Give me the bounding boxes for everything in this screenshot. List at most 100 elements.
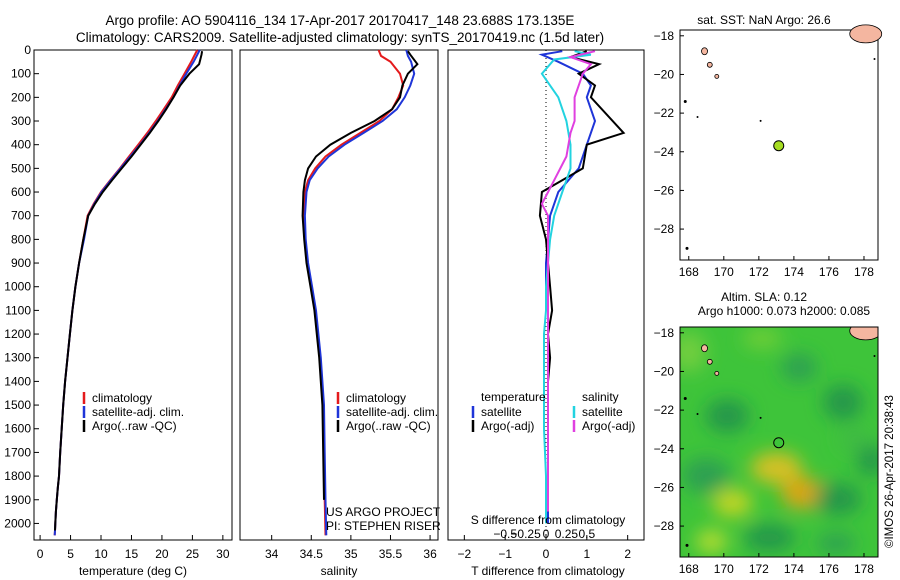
lon-tick-label: 178 bbox=[854, 562, 874, 576]
lat-tick-label: −24 bbox=[654, 145, 675, 159]
lat-tick-label: −26 bbox=[654, 480, 675, 494]
depth-tick-label: 600 bbox=[11, 185, 31, 199]
sla-map-subtitle: Argo h1000: 0.073 h2000: 0.085 bbox=[698, 304, 870, 318]
legend-s-satellite: satellite bbox=[582, 405, 623, 419]
lon-tick-label: 168 bbox=[679, 265, 699, 279]
x-tick-label: 35 bbox=[344, 547, 358, 561]
legend-satellite: satellite-adj. clim. bbox=[92, 405, 184, 419]
sla-anomaly-blob bbox=[750, 452, 803, 485]
salinity-frame bbox=[239, 49, 439, 541]
depth-tick-label: 0 bbox=[24, 43, 31, 57]
x-tick-label: 25 bbox=[186, 547, 200, 561]
series-line-climatology bbox=[53, 49, 199, 536]
lon-tick-label: 170 bbox=[714, 562, 734, 576]
temperature-frame bbox=[33, 49, 233, 541]
island bbox=[706, 61, 713, 68]
island bbox=[701, 344, 708, 353]
sla-heatmap bbox=[680, 327, 878, 557]
depth-tick-label: 300 bbox=[11, 114, 31, 128]
depth-tick-label: 1300 bbox=[4, 351, 31, 365]
islet bbox=[685, 543, 689, 547]
islet bbox=[759, 119, 762, 122]
salinity-ticks: 34 34.5 35 35.5 36 bbox=[265, 535, 437, 561]
sla-anomaly-blob bbox=[813, 483, 862, 516]
x-tick-label: 2 bbox=[624, 547, 631, 561]
difference-lines bbox=[538, 50, 626, 524]
x-tick-label: 34.5 bbox=[300, 547, 324, 561]
island bbox=[714, 370, 720, 376]
x-tick-label: −1 bbox=[498, 547, 512, 561]
series-line-satellite-adj-clim bbox=[53, 49, 201, 536]
sst-map-title: sat. SST: NaN Argo: 26.6 bbox=[697, 13, 831, 27]
x-tick-label: 20 bbox=[155, 547, 169, 561]
sla-map-ticks: 168 170 172 174 176 178 −18 −20 −22 −24 −26 −28 bbox=[654, 326, 875, 576]
sst-map-land bbox=[683, 24, 883, 250]
sla-anomaly-blob bbox=[781, 353, 818, 382]
x-tick-label: −2 bbox=[457, 547, 471, 561]
credit-project: US ARGO PROJECT bbox=[326, 505, 441, 519]
islet bbox=[696, 115, 699, 118]
legend-t-satellite: satellite bbox=[481, 405, 522, 419]
series-line-salinity-satellite bbox=[540, 50, 592, 524]
x-tick-label: 35.5 bbox=[379, 547, 403, 561]
islet bbox=[873, 354, 876, 357]
legend-climatology: climatology bbox=[92, 391, 152, 405]
depth-tick-label: 1000 bbox=[4, 280, 31, 294]
lat-tick-label: −18 bbox=[654, 326, 675, 340]
s-tick-label: −0.25 bbox=[510, 527, 541, 541]
sla-anomaly-blob bbox=[839, 427, 872, 452]
lon-tick-label: 176 bbox=[819, 562, 839, 576]
sla-anomaly-blob bbox=[743, 523, 796, 552]
depth-tick-label: 700 bbox=[11, 209, 31, 223]
sst-argo-location-marker bbox=[773, 140, 785, 152]
lon-tick-label: 176 bbox=[819, 265, 839, 279]
header-line-1: Argo profile: AO 5904116_134 17-Apr-2017… bbox=[106, 13, 575, 28]
sla-map-title: Altim. SLA: 0.12 bbox=[721, 290, 807, 304]
series-line-satellite-adj-clim bbox=[303, 49, 416, 536]
series-line-climatology bbox=[303, 49, 405, 536]
depth-tick-label: 2000 bbox=[4, 516, 31, 530]
depth-tick-label: 1100 bbox=[5, 303, 31, 317]
difference-panel: −2 −1 0 1 2 −0.5−0.25 0 0.25 0.5 S difference fr… bbox=[447, 49, 645, 578]
sla-anomaly-blob bbox=[742, 328, 783, 349]
x-tick-label: 1 bbox=[583, 547, 590, 561]
t-difference-label: T difference from climatology bbox=[471, 564, 625, 578]
island bbox=[706, 358, 713, 365]
legend-temperature-title: temperature bbox=[481, 390, 546, 404]
sla-argo-location-marker bbox=[773, 437, 785, 449]
sla-anomaly-blob bbox=[695, 529, 728, 554]
salinity-legend: climatology satellite-adj. clim. Argo(..… bbox=[336, 391, 438, 433]
islet bbox=[683, 397, 687, 401]
sla-anomaly-blob bbox=[815, 533, 856, 554]
island-fiji bbox=[849, 327, 878, 341]
sla-anomaly-blob bbox=[682, 457, 731, 494]
lon-tick-label: 170 bbox=[714, 265, 734, 279]
temperature-ticks: 0100200300400500600700800900100011001200… bbox=[4, 43, 230, 561]
legend-salinity-title: salinity bbox=[582, 390, 619, 404]
depth-tick-label: 1800 bbox=[4, 469, 31, 483]
s-difference-label: S difference from climatology bbox=[471, 513, 626, 527]
x-tick-label: 0 bbox=[37, 547, 44, 561]
depth-tick-label: 900 bbox=[11, 256, 31, 270]
islet bbox=[873, 57, 876, 60]
depth-tick-label: 400 bbox=[11, 138, 31, 152]
depth-tick-label: 800 bbox=[11, 232, 31, 246]
depth-tick-label: 100 bbox=[11, 67, 31, 81]
depth-tick-label: 500 bbox=[11, 161, 31, 175]
lat-tick-label: −26 bbox=[654, 183, 675, 197]
sla-anomaly-blob bbox=[712, 488, 753, 517]
difference-ticks: −2 −1 0 1 2 −0.5−0.25 0 0.25 0.5 bbox=[457, 50, 631, 561]
island bbox=[701, 47, 708, 56]
lat-tick-label: −22 bbox=[654, 106, 675, 120]
header-line-2: Climatology: CARS2009. Satellite-adjuste… bbox=[76, 30, 604, 45]
sla-anomaly-blob bbox=[780, 477, 825, 510]
x-tick-label: 5 bbox=[67, 547, 74, 561]
series-line-argo-raw-qc bbox=[301, 50, 419, 500]
sla-anomaly-blob bbox=[705, 398, 750, 433]
sla-anomaly-blob bbox=[680, 332, 707, 373]
temperature-xlabel: temperature (deg C) bbox=[79, 564, 187, 578]
legend-s-argo: Argo(-adj) bbox=[582, 419, 635, 433]
islet bbox=[685, 246, 689, 250]
sal-legend-climatology: climatology bbox=[346, 391, 406, 405]
